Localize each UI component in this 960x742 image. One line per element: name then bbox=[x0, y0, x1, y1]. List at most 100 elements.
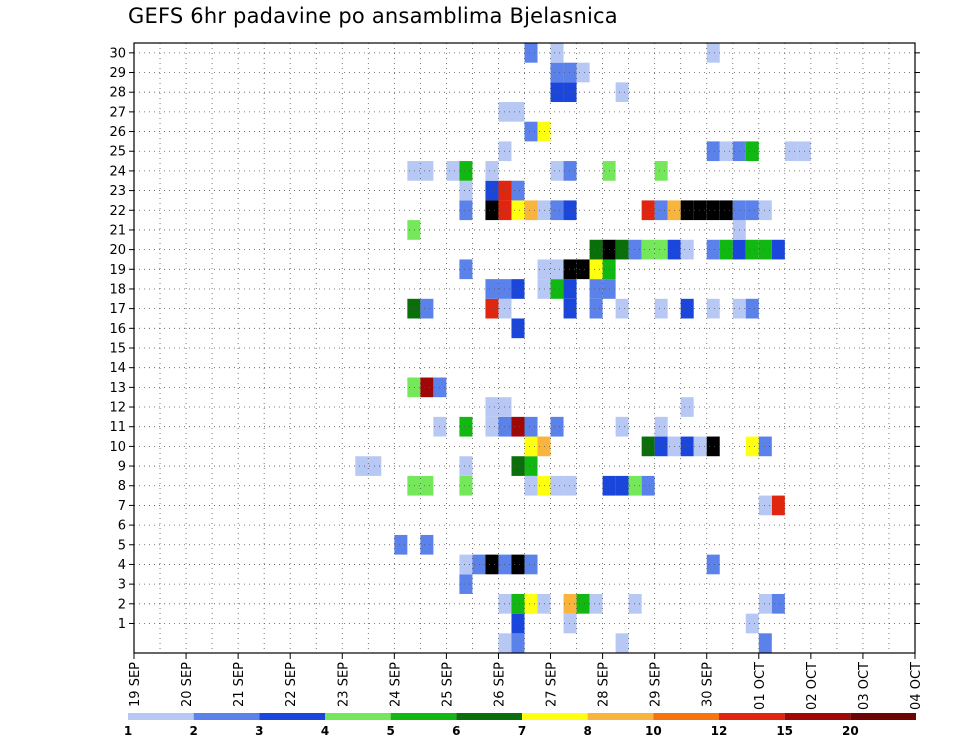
heatmap-cell bbox=[615, 633, 629, 653]
heatmap-cell bbox=[641, 239, 655, 260]
colorbar-label: 15 bbox=[776, 724, 793, 738]
heatmap-cell bbox=[589, 298, 603, 319]
y-tick-label: 13 bbox=[109, 381, 126, 396]
heatmap-cell bbox=[524, 456, 538, 476]
colorbar-label: 3 bbox=[255, 724, 263, 738]
heatmap-cell bbox=[563, 259, 577, 280]
y-tick-label: 26 bbox=[109, 125, 126, 140]
heatmap-cell bbox=[420, 377, 434, 398]
colorbar-segment bbox=[259, 713, 325, 720]
y-tick-label: 6 bbox=[118, 519, 126, 534]
y-tick-label: 15 bbox=[109, 342, 126, 357]
y-tick-label: 28 bbox=[109, 86, 126, 101]
y-tick-label: 16 bbox=[109, 322, 126, 337]
heatmap-cell bbox=[758, 495, 772, 516]
y-tick-label: 17 bbox=[109, 302, 126, 317]
y-tick-label: 27 bbox=[109, 105, 126, 120]
colorbar-segment bbox=[456, 713, 522, 720]
x-tick-label: 20 SEP bbox=[180, 662, 195, 707]
y-tick-label: 21 bbox=[109, 223, 126, 238]
colorbar-label: 5 bbox=[386, 724, 394, 738]
heatmap-cell bbox=[758, 593, 772, 614]
heatmap-cell bbox=[589, 593, 603, 614]
y-tick-label: 20 bbox=[109, 243, 126, 258]
heatmap-cell bbox=[420, 161, 434, 181]
y-tick-label: 14 bbox=[109, 361, 126, 376]
y-tick-label: 9 bbox=[118, 460, 126, 475]
heatmap-cell bbox=[719, 200, 733, 221]
heatmap-cell bbox=[563, 613, 577, 634]
heatmap-cell bbox=[641, 200, 655, 221]
heatmap-cell bbox=[524, 121, 538, 142]
heatmap-cell bbox=[420, 534, 434, 555]
heatmap-cell bbox=[511, 593, 525, 614]
heatmap-cell bbox=[550, 161, 564, 181]
heatmap-cell bbox=[615, 82, 629, 103]
heatmap-cell bbox=[524, 200, 538, 221]
heatmap-cell bbox=[498, 633, 512, 653]
heatmap-cell bbox=[563, 200, 577, 221]
heatmap-cell bbox=[576, 62, 590, 83]
x-tick-label: 04 OCT bbox=[909, 662, 924, 710]
y-tick-label: 19 bbox=[109, 263, 126, 278]
y-tick-label: 30 bbox=[109, 46, 126, 61]
heatmap-cell bbox=[654, 161, 668, 181]
colorbar-segment bbox=[784, 713, 851, 720]
colorbar-label: 10 bbox=[645, 724, 662, 738]
heatmap-cell bbox=[576, 259, 590, 280]
heatmap-cell bbox=[511, 200, 525, 221]
y-tick-label: 29 bbox=[109, 66, 126, 81]
heatmap-cell bbox=[511, 456, 525, 476]
heatmap-cell bbox=[745, 436, 759, 457]
x-tick-label: 23 SEP bbox=[336, 662, 351, 707]
x-tick-label: 30 SEP bbox=[701, 662, 716, 707]
heatmap-cell bbox=[511, 180, 525, 201]
heatmap-cell bbox=[745, 613, 759, 634]
colorbar-label: 1 bbox=[124, 724, 132, 738]
heatmap-cell bbox=[680, 200, 694, 221]
colorbar-label: 7 bbox=[518, 724, 526, 738]
y-tick-label: 25 bbox=[109, 145, 126, 160]
heatmap-cell bbox=[589, 259, 603, 280]
heatmap-cell bbox=[563, 475, 577, 496]
heatmap-cell bbox=[524, 593, 538, 614]
heatmap-cell bbox=[706, 43, 720, 63]
heatmap-cell bbox=[550, 475, 564, 496]
heatmap-cell bbox=[524, 436, 538, 457]
heatmap-cell bbox=[589, 279, 603, 299]
colorbar-label: 6 bbox=[452, 724, 460, 738]
heatmap-cell bbox=[394, 534, 408, 555]
heatmap-cell bbox=[615, 475, 629, 496]
y-tick-label: 5 bbox=[118, 538, 126, 553]
heatmap-cell bbox=[407, 475, 421, 496]
heatmap-cell bbox=[680, 239, 694, 260]
heatmap-cell bbox=[550, 43, 564, 63]
x-tick-label: 03 OCT bbox=[857, 662, 872, 710]
heatmap-cell bbox=[524, 475, 538, 496]
heatmap-cell bbox=[446, 161, 460, 181]
x-tick-label: 25 SEP bbox=[440, 662, 455, 707]
heatmap-cell bbox=[485, 161, 499, 181]
x-tick-label: 22 SEP bbox=[284, 662, 299, 707]
heatmap-cell bbox=[563, 82, 577, 103]
heatmap-cell bbox=[758, 633, 772, 653]
heatmap-cell bbox=[654, 239, 668, 260]
heatmap-cell bbox=[706, 239, 720, 260]
heatmap-cell bbox=[485, 298, 499, 319]
colorbar-label: 20 bbox=[842, 724, 859, 738]
heatmap-cell bbox=[758, 436, 772, 457]
heatmap-cell bbox=[680, 397, 694, 417]
x-tick-label: 21 SEP bbox=[232, 662, 247, 707]
heatmap-cell bbox=[758, 200, 772, 221]
heatmap-cell bbox=[745, 141, 759, 162]
colorbar-label: 2 bbox=[189, 724, 197, 738]
heatmap-cell bbox=[511, 633, 525, 653]
y-tick-label: 22 bbox=[109, 204, 126, 219]
heatmap-cell bbox=[654, 298, 668, 319]
heatmap-cell bbox=[615, 239, 629, 260]
heatmap-cell bbox=[550, 82, 564, 103]
heatmap-cell bbox=[511, 102, 525, 122]
heatmap-cell bbox=[459, 161, 473, 181]
heatmap-cell bbox=[706, 200, 720, 221]
heatmap-cell bbox=[459, 200, 473, 221]
